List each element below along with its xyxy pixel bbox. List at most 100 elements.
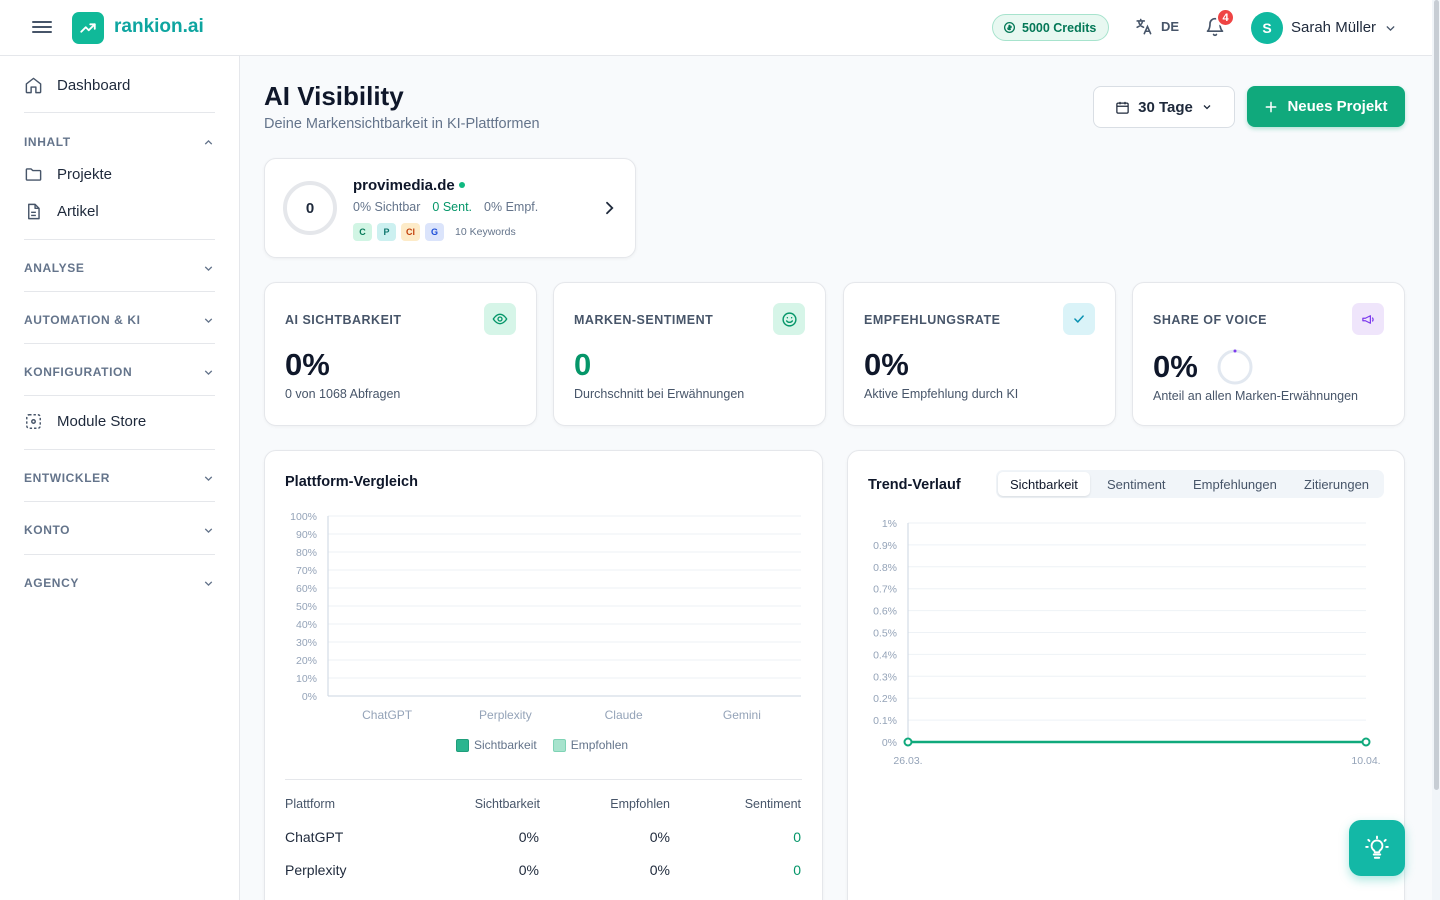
sidebar-item-module-store[interactable]: Module Store [24,412,146,431]
date-range-label: 30 Tage [1138,98,1193,116]
section-label: AGENCY [24,576,79,590]
x-tick-label: Gemini [723,708,761,722]
y-tick-label: 80% [296,547,317,559]
ideas-button[interactable] [1349,820,1405,876]
bell-icon[interactable] [1205,17,1227,39]
kpi-label: SHARE OF VOICE [1153,313,1267,327]
kpi-value: 0% [285,347,330,382]
translate-icon [1136,18,1152,35]
tab-zitierungen[interactable]: Zitierungen [1304,476,1370,492]
chart-legend: Sichtbarkeit Empfohlen [456,738,628,752]
check-icon [1063,303,1095,335]
megaphone-icon [1352,303,1384,335]
kpi-value: 0 [574,347,592,382]
section-label: AUTOMATION & KI [24,313,141,327]
section-label: INHALT [24,135,71,149]
y-tick-label: 40% [296,619,317,631]
module-icon [26,414,41,429]
page-subtitle: Deine Markensichtbarkeit in KI-Plattform… [264,116,540,132]
kpi-label: AI SICHTBARKEIT [285,313,402,327]
panel-title: Trend-Verlauf [868,477,961,493]
table-cell-sentiment: 0 [793,829,801,845]
logo-icon[interactable] [72,12,104,44]
sidebar-section-konfiguration[interactable]: KONFIGURATION [24,365,215,379]
legend-label: Empfohlen [570,738,629,752]
y-tick-label: 10% [296,673,317,685]
section-label: ANALYSE [24,261,85,275]
kpi-sub: Durchschnitt bei Erwähnungen [574,387,745,401]
project-recommended: 0% Empf. [484,200,539,214]
trend-tabs: Sichtbarkeit Sentiment Empfehlungen Ziti… [996,470,1384,498]
y-tick-label: 0% [882,737,897,749]
tab-sichtbarkeit[interactable]: Sichtbarkeit [998,472,1090,496]
sidebar-item-projekte[interactable]: Projekte [24,165,112,184]
sidebar-section-automation[interactable]: AUTOMATION & KI [24,313,215,327]
y-tick-label: 30% [296,637,317,649]
kpi-value: 0% [864,347,909,382]
section-label: KONTO [24,523,71,537]
divider [285,779,802,780]
legend-item[interactable]: Sichtbarkeit [456,738,537,752]
new-project-button[interactable]: Neues Projekt [1247,86,1405,127]
sidebar-item-label: Projekte [57,166,113,183]
sidebar-item-dashboard[interactable]: Dashboard [24,76,130,95]
status-dot [459,182,465,188]
notification-badge: 4 [1216,8,1235,27]
chevron-down-icon [204,580,213,586]
table-header: Sichtbarkeit [474,797,540,811]
scrollbar-thumb[interactable] [1434,0,1439,790]
legend-item[interactable]: Empfohlen [552,738,629,752]
chevron-down-icon[interactable] [1384,22,1397,35]
sidebar-item-artikel[interactable]: Artikel [24,202,99,221]
panel-title: Plattform-Vergleich [285,474,418,490]
tab-empfehlungen[interactable]: Empfehlungen [1193,476,1277,492]
date-range-select[interactable]: 30 Tage [1093,86,1235,128]
platform-bar-chart: 0% 10% 20% 30% 40% 50% 60% 70% 80% 90% 100% ChatGPT… [290,511,801,722]
sidebar-section-inhalt[interactable]: INHALT [24,135,215,149]
project-card[interactable]: 0 provimedia.de 0% Sichtbar 0 Sent. 0% E… [264,158,636,258]
sidebar-section-konto[interactable]: KONTO [24,523,215,537]
tab-sentiment[interactable]: Sentiment [1107,476,1166,492]
chevron-right-icon[interactable] [603,199,617,217]
menu-icon[interactable] [32,18,52,38]
table-cell-platform: ChatGPT [285,829,344,845]
table-header: Plattform [285,797,336,811]
chevron-down-icon [204,369,213,375]
x-tick-label: ChatGPT [362,708,413,722]
sidebar-section-analyse[interactable]: ANALYSE [24,261,215,275]
kpi-card-share-of-voice: SHARE OF VOICE 0% Anteil an allen Marken… [1132,282,1405,426]
language-switch[interactable]: DE [1134,17,1179,36]
credits-badge[interactable]: 5000 Credits [992,14,1110,41]
sidebar-section-agency[interactable]: AGENCY [24,576,215,590]
kpi-card-recommendation: EMPFEHLUNGSRATE 0% Aktive Empfehlung dur… [843,282,1116,426]
kpi-label: EMPFEHLUNGSRATE [864,313,1001,327]
divider [24,291,215,292]
x-tick-label: 26.03. [893,755,922,767]
top-bar: rankion.ai 5000 Credits DE 4 S Sarah Mül… [0,0,1432,56]
eye-icon [484,303,516,335]
table-cell-platform: Perplexity [285,862,347,878]
y-tick-label: 0.7% [873,584,897,596]
y-tick-label: 0.4% [873,649,897,661]
section-label: ENTWICKLER [24,471,110,485]
sidebar-item-label: Module Store [57,413,147,430]
y-tick-label: 0.5% [873,628,897,640]
y-tick-label: 90% [296,529,317,541]
sidebar-item-label: Dashboard [57,77,131,94]
table-cell: 0% [649,829,670,845]
keyword-count: 10 Keywords [455,226,516,238]
kpi-value: 0% [1153,349,1198,384]
credits-label: 5000 Credits [1022,20,1097,35]
avatar[interactable]: S [1251,12,1283,44]
sidebar-item-label: Artikel [57,203,99,220]
chevron-down-icon [204,317,213,323]
x-tick-label: Perplexity [479,708,532,722]
platform-chips: C P Cl G 10 Keywords [353,223,516,241]
sidebar-section-entwickler[interactable]: ENTWICKLER [24,471,215,485]
table-cell: 0% [518,829,539,845]
app-name[interactable]: rankion.ai [114,16,204,37]
user-name[interactable]: Sarah Müller [1291,19,1377,36]
chevron-up-icon [204,139,213,145]
project-score: 0 [283,181,337,235]
table-cell: 0% [649,862,670,878]
